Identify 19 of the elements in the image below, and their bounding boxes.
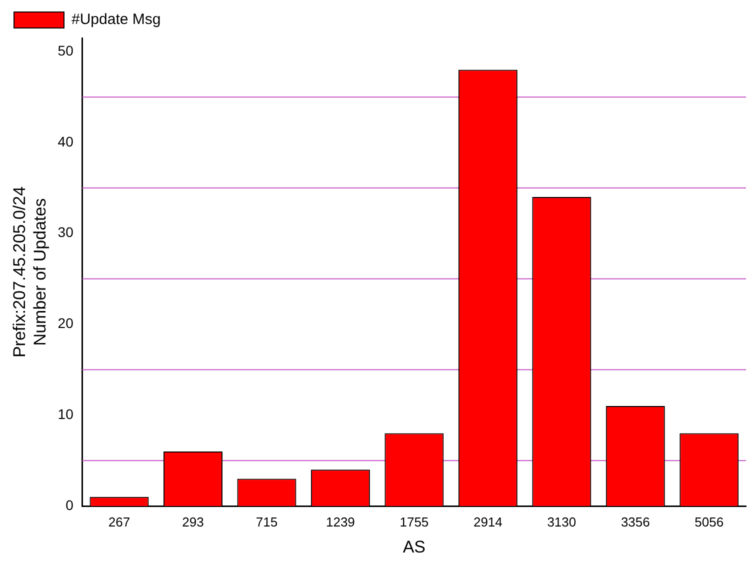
y-tick-label: 10 bbox=[58, 406, 74, 422]
x-tick-label: 2914 bbox=[473, 514, 502, 530]
x-tick-label: 3356 bbox=[620, 514, 650, 530]
x-tick-label: 5056 bbox=[694, 514, 724, 530]
y-tick-label: 40 bbox=[58, 133, 74, 150]
y-tick-label: 50 bbox=[58, 42, 74, 58]
x-tick-label: 1755 bbox=[400, 514, 429, 530]
text: Prefix:207.45.205.0/24 bbox=[10, 186, 29, 358]
x-axis-title: AS bbox=[402, 537, 426, 556]
x-tick-label: 1239 bbox=[326, 514, 355, 530]
x-tick-label: 3130 bbox=[547, 514, 576, 530]
legend-label: #Update Msg bbox=[72, 11, 161, 28]
y-tick-label: 20 bbox=[58, 315, 74, 332]
x-tick-label: 293 bbox=[182, 514, 204, 530]
x-tick-label: 715 bbox=[256, 514, 278, 530]
y-tick-label: 30 bbox=[58, 224, 74, 240]
y-tick-label: 0 bbox=[66, 496, 74, 513]
text: Number of Updates bbox=[30, 198, 50, 346]
x-tick-label: 267 bbox=[108, 514, 130, 530]
